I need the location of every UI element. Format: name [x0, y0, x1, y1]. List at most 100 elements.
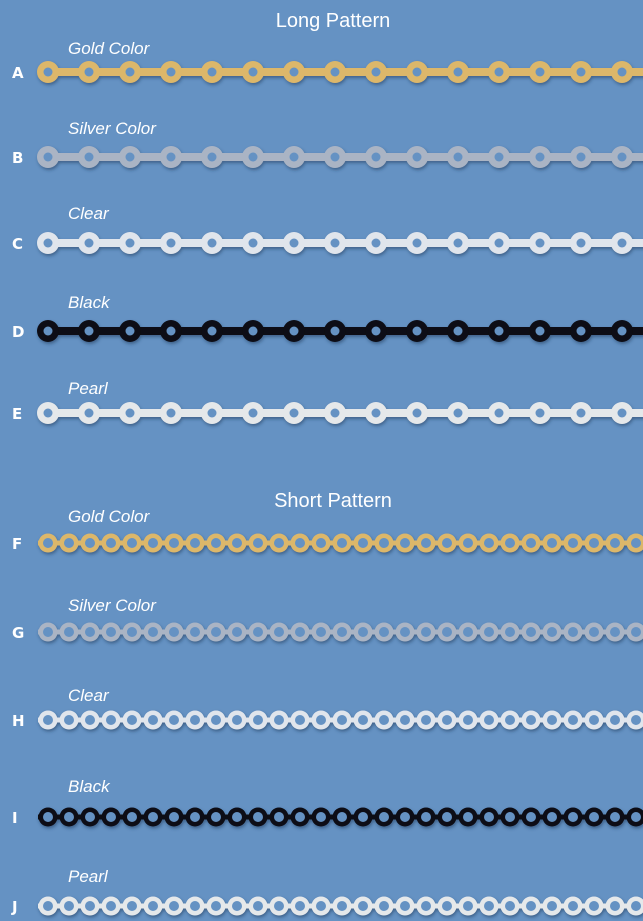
chain-hole [167, 327, 176, 336]
chain-hole [421, 538, 431, 548]
chain-hole [484, 715, 494, 725]
chain-hole [249, 239, 258, 248]
chain-hole [547, 627, 557, 637]
chain-hole [421, 812, 431, 822]
chain-hole [331, 68, 340, 77]
chain-hole [379, 715, 389, 725]
chain-hole [85, 239, 94, 248]
chain-hole [577, 68, 586, 77]
chain-hole [547, 538, 557, 548]
chain-hole [274, 627, 284, 637]
chain-hole [253, 812, 263, 822]
chain-hole [358, 812, 368, 822]
chain-hole [495, 239, 504, 248]
chain-hole [295, 538, 305, 548]
chain-hole [290, 153, 299, 162]
chain-hole [208, 409, 217, 418]
chain-hole [44, 153, 53, 162]
chain-hole [274, 901, 284, 911]
chain-hole [337, 901, 347, 911]
chain-hole [190, 627, 200, 637]
chain-hole [44, 239, 53, 248]
chain-hole [316, 715, 326, 725]
chain-hole [208, 327, 217, 336]
item-label: Clear [68, 686, 110, 705]
item-label: Black [68, 777, 111, 796]
chain-hole [249, 153, 258, 162]
chain-hole [169, 812, 179, 822]
chain-hole [290, 239, 299, 248]
chain-hole [463, 715, 473, 725]
chain-hole [337, 627, 347, 637]
chain-hole [85, 409, 94, 418]
chain-hole [148, 715, 158, 725]
chain-hole [169, 538, 179, 548]
chain-hole [126, 68, 135, 77]
chain-hole [295, 627, 305, 637]
chain-hole [421, 715, 431, 725]
chain-hole [167, 409, 176, 418]
chain-hole [85, 153, 94, 162]
chain-hole [331, 409, 340, 418]
chain-hole [274, 538, 284, 548]
chain-hole [413, 409, 422, 418]
item-label: Silver Color [68, 596, 157, 615]
chain-hole [331, 327, 340, 336]
chain-hole [379, 627, 389, 637]
chain-hole [358, 901, 368, 911]
chain-hole [372, 409, 381, 418]
chain-hole [379, 538, 389, 548]
page: Long PatternGold ColorASilver ColorBClea… [0, 0, 643, 921]
chain-hole [463, 538, 473, 548]
catalog: Long PatternGold ColorASilver ColorBClea… [0, 0, 643, 921]
chain-hole [85, 715, 95, 725]
chain-hole [211, 538, 221, 548]
chain-hole [190, 538, 200, 548]
chain-hole [454, 68, 463, 77]
chain-hole [358, 538, 368, 548]
chain-hole [372, 239, 381, 248]
chain-hole [610, 715, 620, 725]
chain-hole [126, 409, 135, 418]
chain-hole [44, 409, 53, 418]
chain-hole [253, 627, 263, 637]
item-letter: A [12, 64, 24, 82]
chain-hole [442, 715, 452, 725]
chain-hole [454, 327, 463, 336]
chain-hole [536, 239, 545, 248]
chain-hole [589, 627, 599, 637]
chain-hole [577, 153, 586, 162]
chain-hole [253, 901, 263, 911]
chain-hole [442, 538, 452, 548]
chain-hole [589, 901, 599, 911]
chain-hole [127, 715, 137, 725]
chain-hole [547, 715, 557, 725]
chain-hole [148, 538, 158, 548]
chain-hole [505, 715, 515, 725]
chain-hole [421, 627, 431, 637]
chain-hole [316, 812, 326, 822]
item-label: Clear [68, 204, 110, 223]
item-letter: J [11, 898, 18, 916]
chain-hole [211, 715, 221, 725]
chain-hole [421, 901, 431, 911]
section-title: Long Pattern [276, 10, 391, 32]
item-letter: H [12, 712, 25, 730]
chain-hole [484, 538, 494, 548]
item-letter: B [12, 149, 23, 167]
chain-hole [43, 538, 53, 548]
chain-hole [413, 239, 422, 248]
chain-hole [577, 409, 586, 418]
chain-hole [167, 68, 176, 77]
item-letter: D [12, 323, 24, 341]
item-letter: I [12, 809, 18, 827]
chain-hole [454, 153, 463, 162]
chain-hole [85, 901, 95, 911]
chain-hole [589, 812, 599, 822]
chain-hole [232, 812, 242, 822]
chain-hole [85, 327, 94, 336]
chain-hole [290, 327, 299, 336]
chain-hole [372, 68, 381, 77]
chain-hole [169, 627, 179, 637]
chain-hole [274, 715, 284, 725]
